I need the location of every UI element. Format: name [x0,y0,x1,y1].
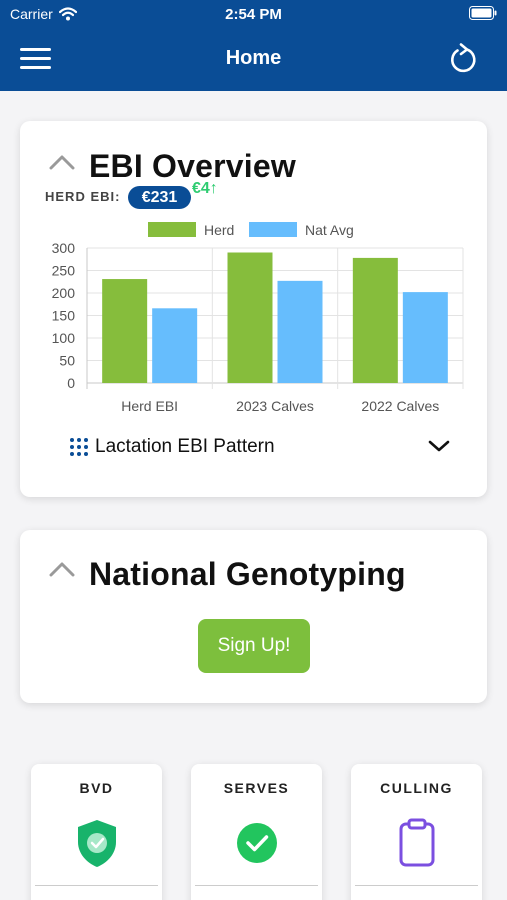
x-tick-label: 2023 Calves [236,398,314,414]
collapse-chevron-icon[interactable] [49,154,75,170]
tile-culling[interactable]: CULLING [351,764,482,900]
national-genotyping-title: National Genotyping [89,556,406,592]
legend-label: Herd [204,222,234,238]
y-tick-label: 150 [52,308,76,324]
tile-divider [195,885,318,886]
check-circle-icon [237,823,277,863]
tile-bvd[interactable]: BVD [31,764,162,900]
y-tick-label: 250 [52,263,76,279]
tile-title: CULLING [380,780,453,796]
hamburger-icon[interactable] [20,48,51,72]
tile-title: SERVES [223,780,290,796]
sign-up-button[interactable]: Sign Up! [198,619,310,673]
herd-ebi-label: HERD EBI: [45,189,121,204]
ebi-overview-title: EBI Overview [89,148,296,184]
nav-bar: Home [0,30,507,91]
carrier-label: Carrier [10,6,53,22]
refresh-icon[interactable] [447,42,479,76]
bar-herd [227,252,273,383]
ebi-overview-card: EBI Overview HERD EBI: €231 €4↑ 0 50 100 15… [20,121,487,497]
bar-nat-avg [277,280,323,383]
tile-divider [355,885,478,886]
tile-title: BVD [79,780,114,796]
lactation-ebi-label: Lactation EBI Pattern [95,436,275,457]
wifi-icon [58,7,77,21]
collapse-chevron-icon[interactable] [49,561,75,577]
chevron-down-icon[interactable] [428,439,450,453]
tile-serves[interactable]: SERVES [191,764,322,900]
grid-dots-icon [70,438,88,456]
y-tick-label: 0 [67,375,75,391]
legend-swatch [148,222,196,237]
bar-nat-avg [152,308,198,383]
y-tick-label: 300 [52,240,76,256]
status-bar: Carrier 2:54 PM [0,0,507,30]
legend-label: Nat Avg [305,222,354,238]
national-genotyping-card: National Genotyping Sign Up! [20,530,487,703]
bar-herd [102,279,148,383]
lactation-ebi-dropdown[interactable]: Lactation EBI Pattern [70,434,450,460]
ebi-bar-chart: 0 50 100 150 200 250 300 Herd EBI 2023 Calves 202… [52,222,464,414]
y-tick-label: 50 [59,353,75,369]
clipboard-icon [399,818,435,867]
carrier-info: Carrier [10,6,77,22]
bar-nat-avg [402,292,448,383]
battery-icon [469,6,497,20]
status-time: 2:54 PM [225,6,282,23]
herd-ebi-change: €4↑ [192,180,218,197]
tile-divider [35,885,158,886]
shield-check-icon [78,820,116,867]
page-title: Home [225,47,282,69]
y-tick-label: 200 [52,285,76,301]
x-tick-label: 2022 Calves [361,398,439,414]
herd-ebi-badge: €231 [128,186,191,209]
y-tick-label: 100 [52,330,76,346]
bar-herd [352,257,398,383]
legend-swatch [249,222,297,237]
x-tick-label: Herd EBI [121,398,178,414]
